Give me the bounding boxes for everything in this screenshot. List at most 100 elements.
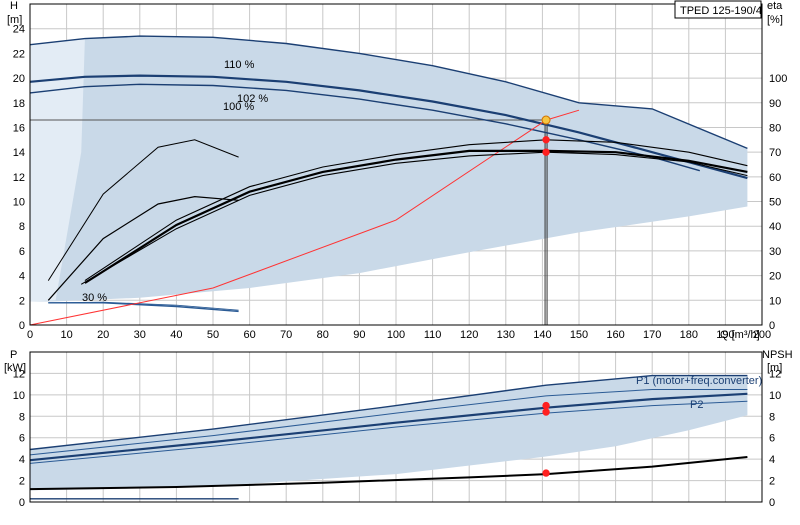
curve-label-110: 110 % <box>224 59 255 71</box>
bottom-plot-frame <box>29 351 763 503</box>
x-tick-label: 60 <box>243 329 255 341</box>
top-left-tick-label: 6 <box>19 246 25 258</box>
x-tick-label: 120 <box>460 329 478 341</box>
x-tick-label: 150 <box>570 329 588 341</box>
bottom-right-axis-title: NPSH <box>762 349 793 361</box>
top-left-tick-label: 22 <box>13 48 25 60</box>
system-curve <box>29 109 580 326</box>
x-tick-label: 160 <box>606 329 624 341</box>
duty-point-marker <box>541 115 551 125</box>
curve-label-100: 100 % <box>223 101 254 113</box>
x-axis-title: Q [m³/h] <box>720 329 760 341</box>
top-right-tick-label: 30 <box>769 246 781 258</box>
power-curve-p1 <box>29 374 748 451</box>
top-left-tick-label: 4 <box>19 271 25 283</box>
x-tick-label: 30 <box>134 329 146 341</box>
curve-label-p2: P2 <box>690 399 703 411</box>
bottom-right-axis-unit: [m] <box>767 362 782 374</box>
top-right-tick-label: 50 <box>769 197 781 209</box>
efficiency-curve-a <box>84 139 748 282</box>
top-right-tick-label: 100 <box>769 73 787 85</box>
top-operating-envelope <box>30 36 748 302</box>
top-chart-axes: 0 10 20 30 40 50 60 70 80 90 100 110 120 130 140 150 160… <box>13 3 787 341</box>
top-right-tick-label: 40 <box>769 221 781 233</box>
bottom-right-tick-label: 6 <box>769 433 775 445</box>
top-right-tick-label: 20 <box>769 271 781 283</box>
bottom-chart-areas <box>30 375 748 491</box>
x-tick-label: 170 <box>643 329 661 341</box>
bottom-chart-axes: 0 2 4 6 8 10 12 0 2 4 6 8 10 12 <box>13 351 781 509</box>
operating-point-marker <box>542 136 550 144</box>
top-left-axis-unit: [m] <box>7 14 22 26</box>
curve-label-102: 102 % <box>237 93 268 105</box>
power-curve-secondary <box>29 389 748 456</box>
x-tick-label: 140 <box>533 329 551 341</box>
x-tick-label: 190 <box>716 329 734 341</box>
efficiency-curve-c <box>80 151 748 285</box>
x-tick-label: 90 <box>353 329 365 341</box>
curve-102-percent <box>29 74 748 180</box>
x-tick-label: 110 <box>424 329 442 341</box>
top-plot-frame <box>29 3 763 326</box>
top-right-tick-label: 80 <box>769 122 781 134</box>
top-right-tick-label: 0 <box>769 320 775 332</box>
top-low-flow-region <box>30 38 85 302</box>
bottom-left-tick-label: 2 <box>19 476 25 488</box>
x-tick-label: 20 <box>97 329 109 341</box>
bottom-right-tick-label: 12 <box>769 368 781 380</box>
bottom-left-axis-unit: [kW] <box>4 362 26 374</box>
top-right-tick-label: 90 <box>769 98 781 110</box>
top-chart-points <box>541 115 551 156</box>
top-chart-areas <box>30 36 748 302</box>
bottom-right-tick-label: 10 <box>769 390 781 402</box>
bottom-left-tick-label: 6 <box>19 433 25 445</box>
top-left-tick-label: 12 <box>13 172 25 184</box>
x-tick-label: 180 <box>680 329 698 341</box>
x-tick-label: 0 <box>27 329 33 341</box>
bottom-left-tick-label: 12 <box>13 368 25 380</box>
top-right-tick-label: 10 <box>769 295 781 307</box>
model-label-box <box>674 0 762 19</box>
power-curve-p2 <box>29 392 748 462</box>
x-tick-label: 70 <box>280 329 292 341</box>
power-curve-lower <box>29 400 748 464</box>
top-right-tick-label: 60 <box>769 172 781 184</box>
x-tick-label: 40 <box>170 329 182 341</box>
bottom-right-tick-label: 0 <box>769 497 775 509</box>
curve-30-percent-secondary <box>48 301 239 311</box>
top-left-tick-label: 18 <box>13 98 25 110</box>
top-left-tick-label: 20 <box>13 73 25 85</box>
bottom-left-tick-label: 4 <box>19 454 25 466</box>
bottom-chart-curves <box>29 374 748 500</box>
bottom-right-tick-label: 8 <box>769 411 775 423</box>
model-label: TPED 125-190/4 <box>680 5 762 17</box>
x-tick-label: 100 <box>387 329 405 341</box>
bottom-operating-point-marker <box>542 469 550 477</box>
efficiency-curve-low-speed-a <box>47 139 239 281</box>
x-tick-label: 80 <box>317 329 329 341</box>
top-left-tick-label: 24 <box>13 24 25 36</box>
x-tick-label: 200 <box>753 329 771 341</box>
bottom-left-tick-label: 0 <box>19 497 25 509</box>
bottom-left-tick-label: 10 <box>13 390 25 402</box>
bottom-right-tick-label: 4 <box>769 454 775 466</box>
x-tick-label: 10 <box>60 329 72 341</box>
bottom-right-tick-label: 2 <box>769 476 775 488</box>
top-right-tick-label: 70 <box>769 147 781 159</box>
top-left-tick-label: 8 <box>19 221 25 233</box>
top-left-tick-label: 14 <box>13 147 25 159</box>
top-left-axis-title: H <box>10 0 18 12</box>
curve-100-percent <box>29 83 700 172</box>
curve-label-p1: P1 (motor+freq.converter) <box>636 375 762 387</box>
efficiency-curve-low-speed-b <box>47 195 239 301</box>
top-left-tick-label: 10 <box>13 197 25 209</box>
top-left-tick-label: 0 <box>19 320 25 332</box>
bottom-chart-points <box>542 401 550 477</box>
top-right-axis-title: eta <box>767 0 783 12</box>
curve-label-30: 30 % <box>82 292 107 304</box>
npsh-curve <box>29 456 748 491</box>
x-tick-label: 50 <box>207 329 219 341</box>
operating-point-marker <box>542 148 550 156</box>
